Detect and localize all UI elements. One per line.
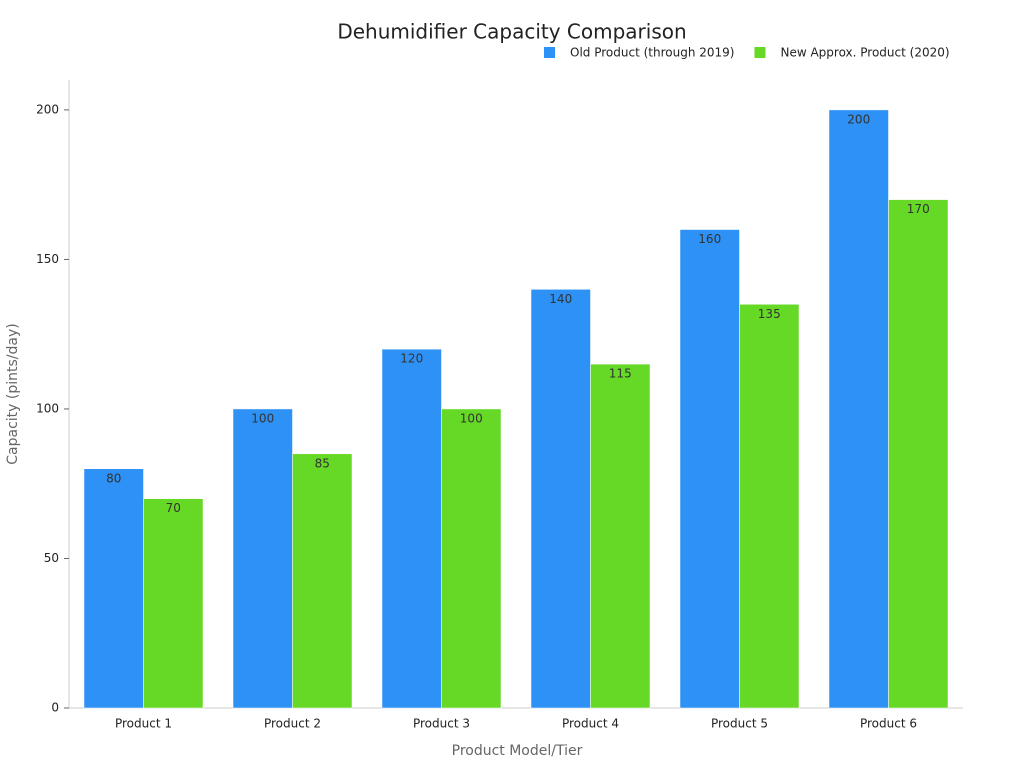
bar xyxy=(83,468,144,709)
data-label: 80 xyxy=(106,471,121,485)
data-label: 170 xyxy=(907,202,930,216)
bar xyxy=(590,363,651,709)
data-label: 115 xyxy=(609,367,632,381)
x-tick-label: Product 1 xyxy=(115,717,172,731)
bar xyxy=(143,498,204,709)
data-label: 70 xyxy=(166,501,181,515)
y-axis-label: Capacity (pints/day) xyxy=(5,323,21,464)
bar xyxy=(441,408,502,709)
data-label: 160 xyxy=(698,232,721,246)
bar xyxy=(739,304,800,709)
data-label: 120 xyxy=(400,352,423,366)
bar xyxy=(679,229,740,709)
x-tick-label: Product 2 xyxy=(264,717,321,731)
data-label: 140 xyxy=(549,292,572,306)
x-tick-label: Product 5 xyxy=(711,717,768,731)
y-tick-label: 0 xyxy=(51,701,59,715)
bar xyxy=(292,453,353,709)
y-tick-label: 150 xyxy=(36,252,59,266)
chart-title: Dehumidifier Capacity Comparison xyxy=(337,20,686,44)
bar xyxy=(888,199,949,709)
x-tick-label: Product 3 xyxy=(413,717,470,731)
legend-label: New Approx. Product (2020) xyxy=(780,46,949,60)
data-label: 100 xyxy=(251,411,274,425)
y-tick-label: 100 xyxy=(36,401,59,415)
bar xyxy=(828,109,889,709)
x-tick-label: Product 6 xyxy=(860,717,917,731)
legend-swatch xyxy=(754,47,766,58)
legend-label: Old Product (through 2019) xyxy=(570,46,734,60)
y-tick-label: 50 xyxy=(44,551,59,565)
data-label: 100 xyxy=(460,411,483,425)
bar xyxy=(381,348,442,709)
x-tick-label: Product 4 xyxy=(562,717,619,731)
data-label: 85 xyxy=(315,456,330,470)
y-tick-label: 200 xyxy=(36,102,59,116)
legend-swatch xyxy=(544,47,555,58)
data-label: 135 xyxy=(758,307,781,321)
bar xyxy=(232,408,293,709)
bar xyxy=(530,289,591,709)
data-label: 200 xyxy=(847,112,870,126)
x-axis-label: Product Model/Tier xyxy=(452,743,583,759)
